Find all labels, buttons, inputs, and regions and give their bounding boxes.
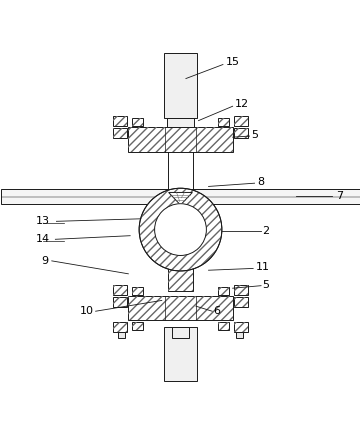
Bar [113, 116, 127, 126]
Text: 5: 5 [251, 130, 258, 140]
Bar [129, 127, 232, 151]
Text: 13: 13 [36, 216, 50, 226]
Bar [132, 322, 143, 329]
Bar [132, 118, 143, 126]
Bar [129, 296, 232, 320]
Text: 10: 10 [80, 306, 94, 316]
Bar [234, 322, 248, 332]
Bar [218, 322, 229, 329]
Bar [129, 296, 232, 320]
Text: 14: 14 [36, 234, 50, 244]
Bar [168, 189, 193, 209]
Text: 8: 8 [257, 177, 264, 187]
Text: 15: 15 [226, 57, 240, 67]
Bar [168, 250, 193, 291]
Bar [168, 250, 193, 291]
Bar [173, 327, 188, 338]
Bar [234, 285, 248, 295]
Bar [113, 322, 127, 332]
Bar [167, 118, 194, 127]
Bar [234, 285, 248, 295]
Bar [218, 118, 229, 126]
Bar [113, 285, 127, 295]
Bar [164, 327, 197, 381]
Bar [218, 287, 229, 295]
Bar [234, 322, 248, 332]
Bar [132, 118, 143, 126]
Bar [218, 322, 229, 329]
Bar [164, 53, 197, 118]
Bar [1, 189, 360, 204]
Circle shape [139, 188, 222, 271]
Bar [234, 297, 248, 307]
Bar [113, 128, 127, 138]
Bar [118, 332, 125, 338]
Bar [218, 118, 229, 126]
Polygon shape [169, 192, 192, 205]
Text: 6: 6 [214, 306, 221, 316]
Bar [132, 287, 143, 295]
Bar [132, 287, 143, 295]
Circle shape [155, 204, 206, 256]
Bar [113, 297, 127, 307]
Text: 2: 2 [262, 226, 270, 236]
Bar [234, 297, 248, 307]
Bar [234, 116, 248, 126]
Bar [218, 287, 229, 295]
Bar [234, 116, 248, 126]
Text: 7: 7 [336, 191, 343, 201]
Bar [168, 189, 193, 209]
Bar [113, 128, 127, 138]
Text: 9: 9 [41, 256, 48, 266]
Bar [132, 322, 143, 329]
Bar [113, 297, 127, 307]
Bar [234, 128, 248, 138]
Text: 12: 12 [235, 99, 249, 109]
Bar [113, 285, 127, 295]
Text: 5: 5 [262, 279, 270, 289]
Bar [234, 128, 248, 138]
Bar [129, 127, 232, 151]
Bar [236, 332, 243, 338]
Bar [113, 322, 127, 332]
Text: 11: 11 [256, 262, 270, 273]
Bar [113, 116, 127, 126]
